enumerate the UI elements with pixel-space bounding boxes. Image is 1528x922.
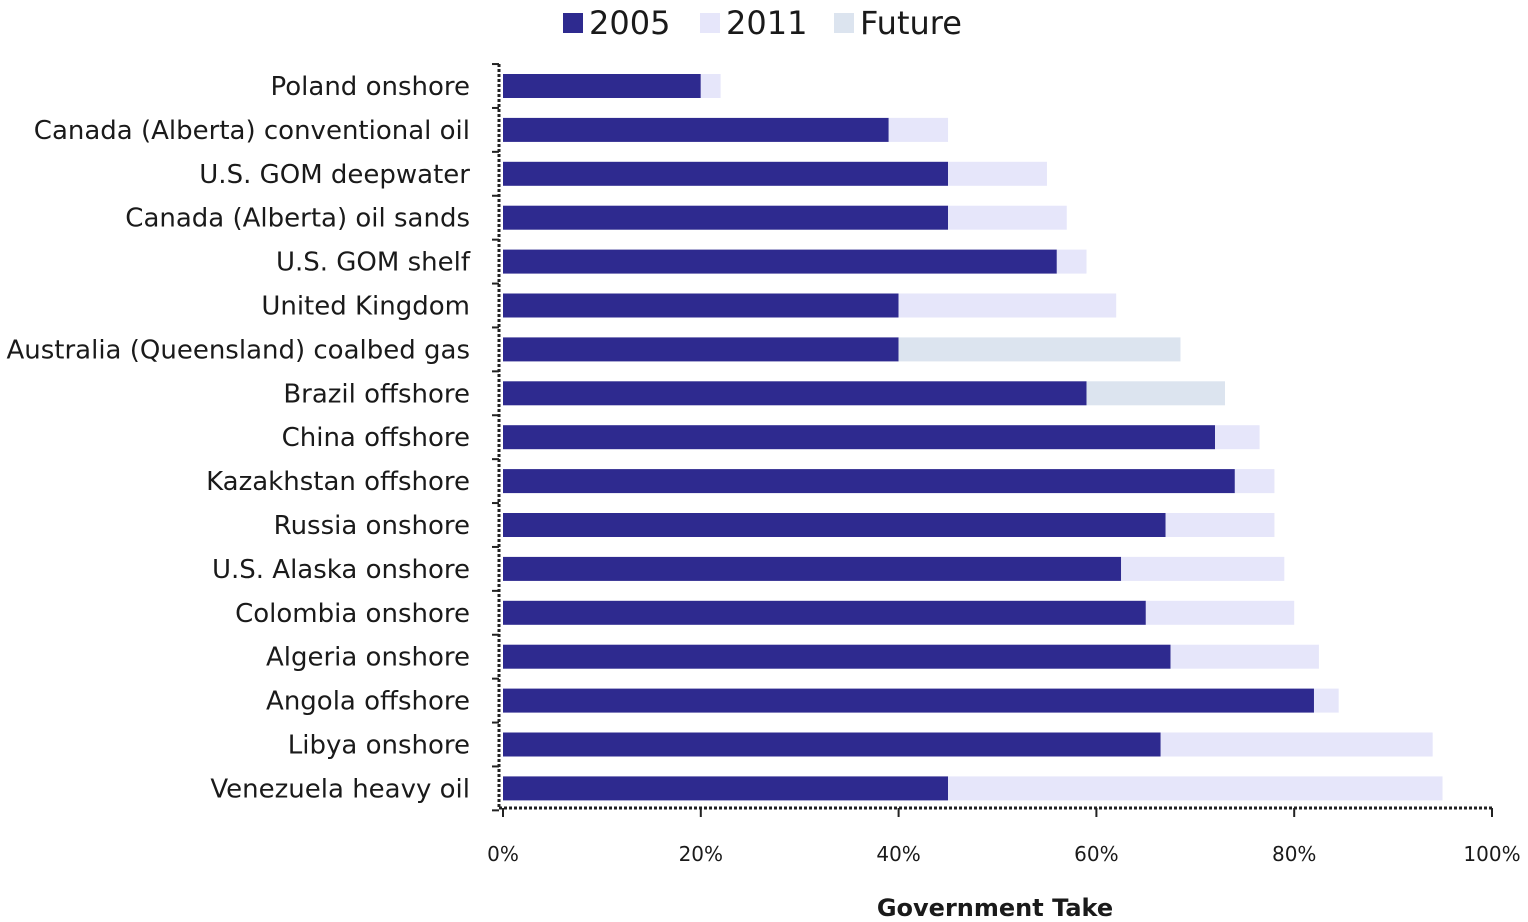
category-label: Kazakhstan offshore [206,467,470,497]
bar-segment-2011 [1313,688,1339,713]
bar-segment-2005 [503,249,1057,274]
bar-segment-2005 [503,205,949,230]
bar-row [503,117,949,142]
category-label: Libya onshore [288,731,470,761]
bar-segment-2011 [1234,469,1275,494]
category-label: Angola offshore [266,687,470,717]
bar-segment-2005 [503,337,899,362]
category-label: Poland onshore [271,72,471,102]
bar-segment-2005 [503,293,899,318]
bar-segment-2011 [898,293,1117,318]
bar-segment-2011 [1170,644,1319,669]
bar-segment-2011 [948,161,1047,186]
bar-segment-2005 [503,688,1314,713]
legend-label-2011: 2011 [726,4,807,42]
legend-label-future: Future [860,4,962,42]
bar-row [503,205,1067,230]
category-label: Algeria onshore [266,643,470,673]
category-label: Colombia onshore [235,599,470,629]
legend-swatch-2011 [700,13,720,33]
bars [503,74,1443,801]
legend-swatch-future [834,13,854,33]
bar-row [503,337,1181,362]
x-tick-label: 60% [1074,842,1118,866]
bar-segment-2011 [1145,600,1295,625]
category-label: U.S. GOM shelf [276,248,471,278]
bar-segment-2011 [1056,249,1087,274]
x-tick-label: 40% [876,842,920,866]
bar-row [503,469,1275,494]
bar-row [503,600,1295,625]
bar-row [503,688,1339,713]
bar-segment-2011 [1121,556,1285,581]
bar-row [503,249,1087,274]
bar-segment-2005 [503,161,949,186]
bar-row [503,74,721,98]
x-axis-title: Government Take [877,894,1113,922]
x-tick-label: 80% [1272,842,1316,866]
legend-swatch-2005 [563,13,583,33]
category-label: Canada (Alberta) oil sands [125,204,470,234]
bar-row [503,381,1225,406]
bar-segment-2005 [503,556,1122,581]
x-tick-label: 0% [487,842,519,866]
category-label: Venezuela heavy oil [210,774,470,804]
bar-segment-2005 [503,425,1216,450]
bar-segment-2011 [1165,513,1275,537]
bar-segment-2011 [1215,425,1260,450]
bar-row [503,425,1260,450]
bar-row [503,776,1443,801]
bar-segment-2005 [503,600,1146,625]
x-tick-label: 20% [679,842,723,866]
bar-segment-2011 [700,74,721,98]
axes: 0% 20% 40% 60% 80% 100% [487,63,1521,866]
bar-segment-future [898,337,1181,362]
bar-row [503,293,1117,318]
bar-segment-2005 [503,117,889,142]
bar-segment-2005 [503,74,701,98]
bar-segment-2005 [503,732,1161,757]
category-label: U.S. Alaska onshore [212,555,470,585]
x-tick-label: 100% [1463,842,1520,866]
legend-label-2005: 2005 [589,4,670,42]
category-label: United Kingdom [261,292,470,322]
category-label: Canada (Alberta) conventional oil [34,116,470,146]
bar-row [503,644,1319,669]
category-labels: Poland onshore Canada (Alberta) conventio… [6,72,470,804]
category-label: Brazil offshore [283,379,470,409]
bar-segment-2011 [948,205,1067,230]
category-label: Russia onshore [274,511,470,541]
category-label: U.S. GOM deepwater [199,160,470,190]
bar-row [503,732,1433,757]
bar-segment-2005 [503,644,1171,669]
bar-segment-2005 [503,381,1087,406]
bar-segment-future [1086,381,1225,406]
bar-segment-2011 [888,117,949,142]
bar-segment-2011 [948,776,1443,801]
bar-row [503,161,1047,186]
bar-segment-2005 [503,469,1235,494]
legend: 2005 2011 Future [563,4,962,42]
bar-segment-2011 [1160,732,1433,757]
bar-segment-2005 [503,776,949,801]
bar-row [503,556,1285,581]
category-label: China offshore [282,423,470,453]
bar-segment-2005 [503,513,1166,537]
bar-row [503,513,1275,537]
category-label: Australia (Queensland) coalbed gas [6,335,470,365]
